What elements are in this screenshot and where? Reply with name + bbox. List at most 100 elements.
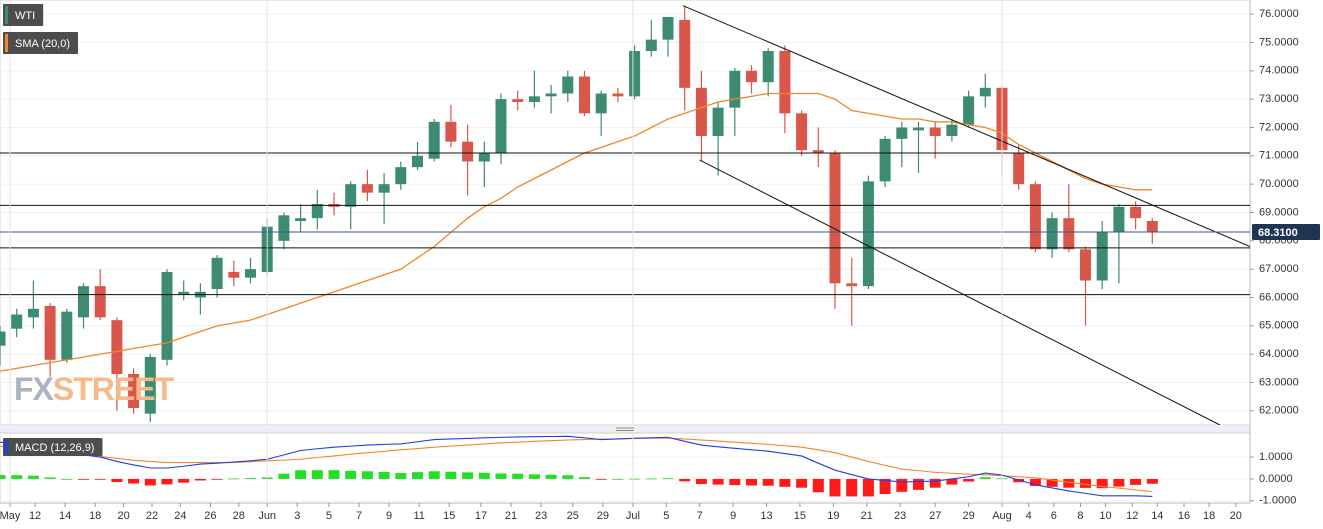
- y-tick-label: 62.0000: [1259, 405, 1299, 417]
- histogram-bar: [378, 471, 390, 479]
- histogram-bar: [562, 475, 574, 479]
- x-tick-label: 7: [356, 510, 362, 522]
- candle-body: [695, 87, 707, 136]
- watermark: FXSTREET: [14, 371, 175, 407]
- candle-body: [1029, 184, 1041, 250]
- y-tick-label: 64.0000: [1259, 348, 1299, 360]
- x-tick-label: 20: [1230, 510, 1242, 522]
- histogram-bar: [0, 475, 6, 479]
- histogram-bar: [412, 472, 424, 479]
- x-tick-label: May: [0, 510, 21, 522]
- panel-separator: [0, 425, 1250, 433]
- histogram-bar: [645, 478, 657, 480]
- candle-body: [929, 127, 941, 136]
- main-plot: FXSTREET: [0, 0, 1250, 425]
- histogram-bar: [595, 478, 607, 480]
- candle-body: [979, 87, 991, 97]
- histogram-bar: [712, 478, 724, 485]
- histogram-bar: [913, 478, 925, 490]
- candle-body: [211, 257, 223, 289]
- y-tick-label: 76.0000: [1259, 8, 1299, 20]
- x-tick-label: 12: [29, 510, 41, 522]
- legend-macd-swatch: [5, 440, 8, 454]
- x-tick-label: 18: [1203, 510, 1215, 522]
- candle-body: [629, 51, 641, 97]
- x-tick-label: 17: [475, 510, 487, 522]
- candle-body: [1063, 218, 1075, 250]
- candle-body: [295, 218, 307, 221]
- histogram-bar: [1130, 478, 1142, 485]
- histogram-bar: [545, 474, 557, 479]
- x-tick-label: Jun: [258, 510, 276, 522]
- candle-body: [278, 215, 290, 241]
- candle-body: [729, 70, 741, 108]
- x-tick-label: 9: [386, 510, 392, 522]
- histogram-bar: [1113, 478, 1125, 487]
- histogram-bar: [862, 478, 874, 497]
- overlay-labels: WTI SMA (20,0) 68.3100 MACD (12,26,9): [3, 4, 1320, 456]
- legend-overlay-text: SMA (20,0): [15, 38, 70, 50]
- histogram-bar: [495, 473, 507, 479]
- histogram-bar: [161, 478, 173, 485]
- candle-body: [528, 96, 540, 102]
- candle-body: [512, 99, 524, 102]
- candle-body: [946, 124, 958, 136]
- candle-body: [395, 167, 407, 185]
- candle-body: [762, 51, 774, 83]
- candle-body: [27, 308, 39, 318]
- histogram-bar: [478, 472, 490, 479]
- histogram-bar: [629, 478, 641, 480]
- histogram-bar: [528, 474, 540, 479]
- macd-panel: [0, 432, 1251, 504]
- x-tick-label: 9: [730, 510, 736, 522]
- histogram-bar: [695, 478, 707, 484]
- candle-body: [1146, 221, 1158, 233]
- histogram-bar: [11, 475, 23, 479]
- histogram-bar: [812, 478, 824, 493]
- candle-body: [879, 138, 891, 182]
- histogram-bar: [979, 477, 991, 479]
- x-tick-label: Aug: [992, 510, 1012, 522]
- x-tick-label: 24: [174, 510, 186, 522]
- candle-body: [144, 357, 156, 414]
- histogram-bar: [662, 478, 674, 480]
- histogram-bar: [1046, 478, 1058, 487]
- x-tick-label: 7: [697, 510, 703, 522]
- x-tick-label: 21: [861, 510, 873, 522]
- y-tick-label: 66.0000: [1259, 291, 1299, 303]
- candle-body: [1080, 249, 1092, 281]
- y-tick-label: 70.0000: [1259, 178, 1299, 190]
- y-tick-label: 72.0000: [1259, 121, 1299, 133]
- candle-body: [963, 96, 975, 125]
- candle-body: [579, 76, 591, 114]
- x-tick-label: 12: [1126, 510, 1138, 522]
- y-tick-label: 74.0000: [1259, 65, 1299, 77]
- candle-body: [44, 306, 56, 360]
- histogram-bar: [27, 475, 39, 479]
- candle-body: [428, 121, 440, 159]
- candle-body: [0, 331, 6, 346]
- candle-body: [361, 184, 373, 193]
- candle-body: [345, 184, 357, 207]
- histogram-bar: [946, 478, 958, 485]
- last-price-label: 68.3100: [1258, 227, 1298, 239]
- macd-plot: [0, 433, 1250, 503]
- x-tick-label: 26: [204, 510, 216, 522]
- histogram-bar: [278, 473, 290, 479]
- trend-line: [682, 5, 1250, 247]
- candle-body: [412, 155, 424, 168]
- histogram-bar: [111, 478, 123, 482]
- watermark-left: FX: [14, 371, 55, 407]
- x-tick-label: 23: [535, 510, 547, 522]
- legend-series-box: [3, 4, 44, 26]
- histogram-bar: [211, 478, 223, 480]
- x-tick-label: 3: [294, 510, 300, 522]
- legend-overlay-box: [3, 32, 79, 54]
- histogram-bar: [579, 477, 591, 479]
- x-tick-label: 6: [1051, 510, 1057, 522]
- histogram-bar: [345, 470, 357, 479]
- histogram-bar: [178, 478, 190, 483]
- candle-body: [645, 39, 657, 51]
- candle-body: [1096, 232, 1108, 281]
